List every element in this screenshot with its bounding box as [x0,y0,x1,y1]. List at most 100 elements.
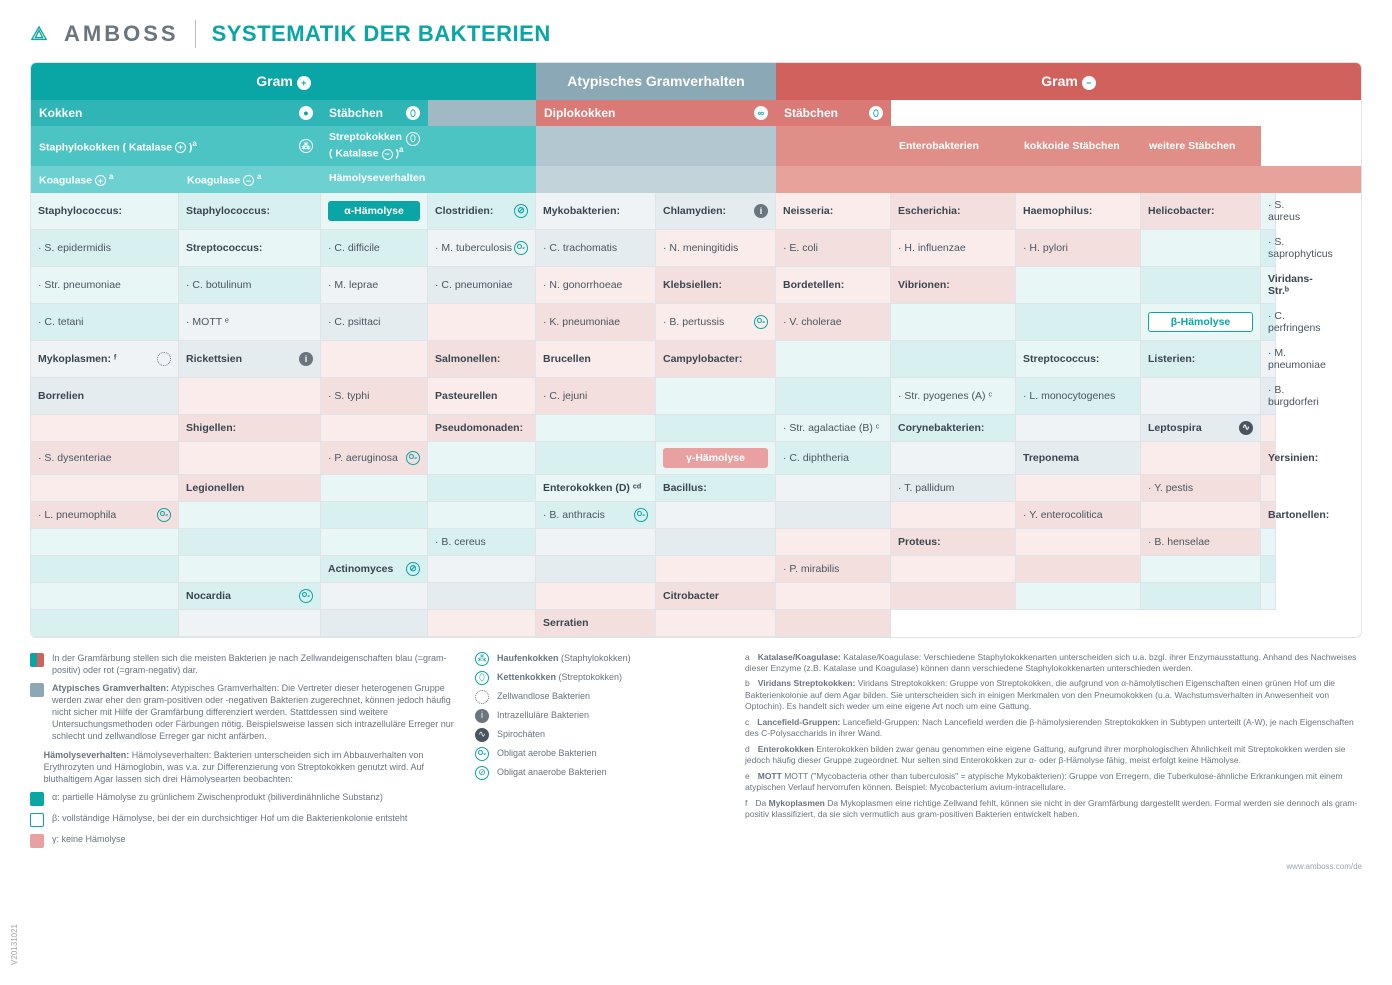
table-cell: · B. burgdorferi [1261,378,1276,415]
table-cell [31,556,179,583]
table-cell [321,475,428,502]
table-cell [179,610,321,637]
table-cell [428,304,536,341]
anaerob-icon: ⊘ [514,204,528,218]
table-cell: Rickettsieni [179,341,321,378]
table-cell [321,341,428,378]
table-cell [656,529,776,556]
table-cell: Brucellen [536,341,656,378]
table-cell: Vibrionen: [891,267,1016,304]
table-cell [776,475,891,502]
amboss-logo-icon [30,25,48,43]
header-divider [195,20,196,48]
sub2-entero: Enterobakterien [891,126,1016,166]
footer: V20131021 www.amboss.com/de [30,862,1362,871]
version: V20131021 [10,924,19,965]
table-cell: · C. pneumoniae [428,267,536,304]
table-cell [179,378,321,415]
table-cell [428,556,536,583]
table-cell [656,610,776,637]
anaerob-icon: ⊘ [406,562,420,576]
table-cell [536,415,656,442]
header-gram-positive: Gram [31,63,536,100]
legend-left: In der Gramfärbung stellen sich die meis… [30,652,455,854]
spiro-icon: ∿ [1239,421,1253,435]
table-cell: Actinomyces⊘ [321,556,428,583]
table-cell: · C. psittaci [321,304,428,341]
sub3-koag-pos: Koagulase a [31,166,179,193]
table-cell: NocardiaO₂ [179,583,321,610]
table-cell: · Str. agalactiae (B) ᶜ [776,415,891,442]
table-cell [321,415,428,442]
table-cell: Treponema [1016,442,1141,475]
atyp-swatch [30,683,44,697]
table-cell: · C. perfringens [1261,304,1276,341]
table-cell [31,610,179,637]
table-cell: Clostridien:⊘ [428,193,536,230]
table-cell: · V. cholerae [776,304,891,341]
classification-table: Gram Atypisches Gramverhalten Gram Kokke… [30,62,1362,638]
table-cell: · M. tuberculosisO₂ [428,230,536,267]
table-cell [776,378,891,415]
dotted-icon [157,352,171,366]
table-cell: · C. jejuni [536,378,656,415]
cocci-icon: ● [299,106,313,120]
sub-stabchen-neg: Stäbchen⬯ [776,100,891,126]
table-cell: Citrobacter [656,583,776,610]
table-cell [179,502,321,529]
url: www.amboss.com/de [1286,862,1362,871]
table-cell [1016,304,1141,341]
table-cell [1261,475,1276,502]
table-cell: Proteus: [891,529,1016,556]
rod-icon: ⬯ [869,106,883,120]
legend: In der Gramfärbung stellen sich die meis… [30,652,1362,854]
table-cell [179,556,321,583]
alpha-swatch [30,792,44,806]
table-cell: α-Hämolyse [321,193,428,230]
table-cell [321,502,428,529]
table-cell: · B. cereus [428,529,536,556]
info-icon: i [475,709,489,723]
table-cell: Borrelien [31,378,179,415]
table-cell [891,583,1016,610]
table-cell: · C. difficile [321,230,428,267]
table-cell: · B. anthracisO₂ [536,502,656,529]
dotted-icon [475,690,489,704]
table-cell: Chlamydien:i [656,193,776,230]
table-cell [428,610,536,637]
table-cell: Streptococcus: [179,230,321,267]
table-cell: Streptococcus: [1016,341,1141,378]
sub3-e4 [776,166,891,193]
table-cell: Yersinien: [1261,442,1276,475]
table-cell [179,442,321,475]
table-cell: Viridans-Str.ᵇ [1261,267,1276,304]
table-cell [891,442,1016,475]
sub3-e8 [1261,166,1362,193]
sub3-e7 [1141,166,1261,193]
table-cell [776,529,891,556]
sub-diplo: Diplokokken∞ [536,100,776,126]
cluster-icon: ⁂ [475,652,489,666]
sub2-empty-1 [428,126,536,166]
table-cell [536,556,656,583]
table-cell: · P. mirabilis [776,556,891,583]
chain-icon: ⬯ [406,132,420,146]
table-cell: Bordetellen: [776,267,891,304]
sub-atyp-empty [428,100,536,126]
alpha-pill: α-Hämolyse [328,201,420,221]
sub3-e3 [656,166,776,193]
plus-icon [297,76,311,90]
table-cell [321,610,428,637]
table-cell [31,475,179,502]
o2-icon: O₂ [754,315,768,329]
minus-icon [1082,76,1096,90]
table-cell [1261,529,1276,556]
table-cell: Campylobacter: [656,341,776,378]
table-cell: · P. aeruginosaO₂ [321,442,428,475]
table-cell [776,502,891,529]
table-cell: · Str. pneumoniae [31,267,179,304]
table-cell: · S. aureus [1261,193,1276,230]
chain-icon: ⬯ [475,671,489,685]
table-cell [891,556,1016,583]
table-cell: · K. pneumoniae [536,304,656,341]
